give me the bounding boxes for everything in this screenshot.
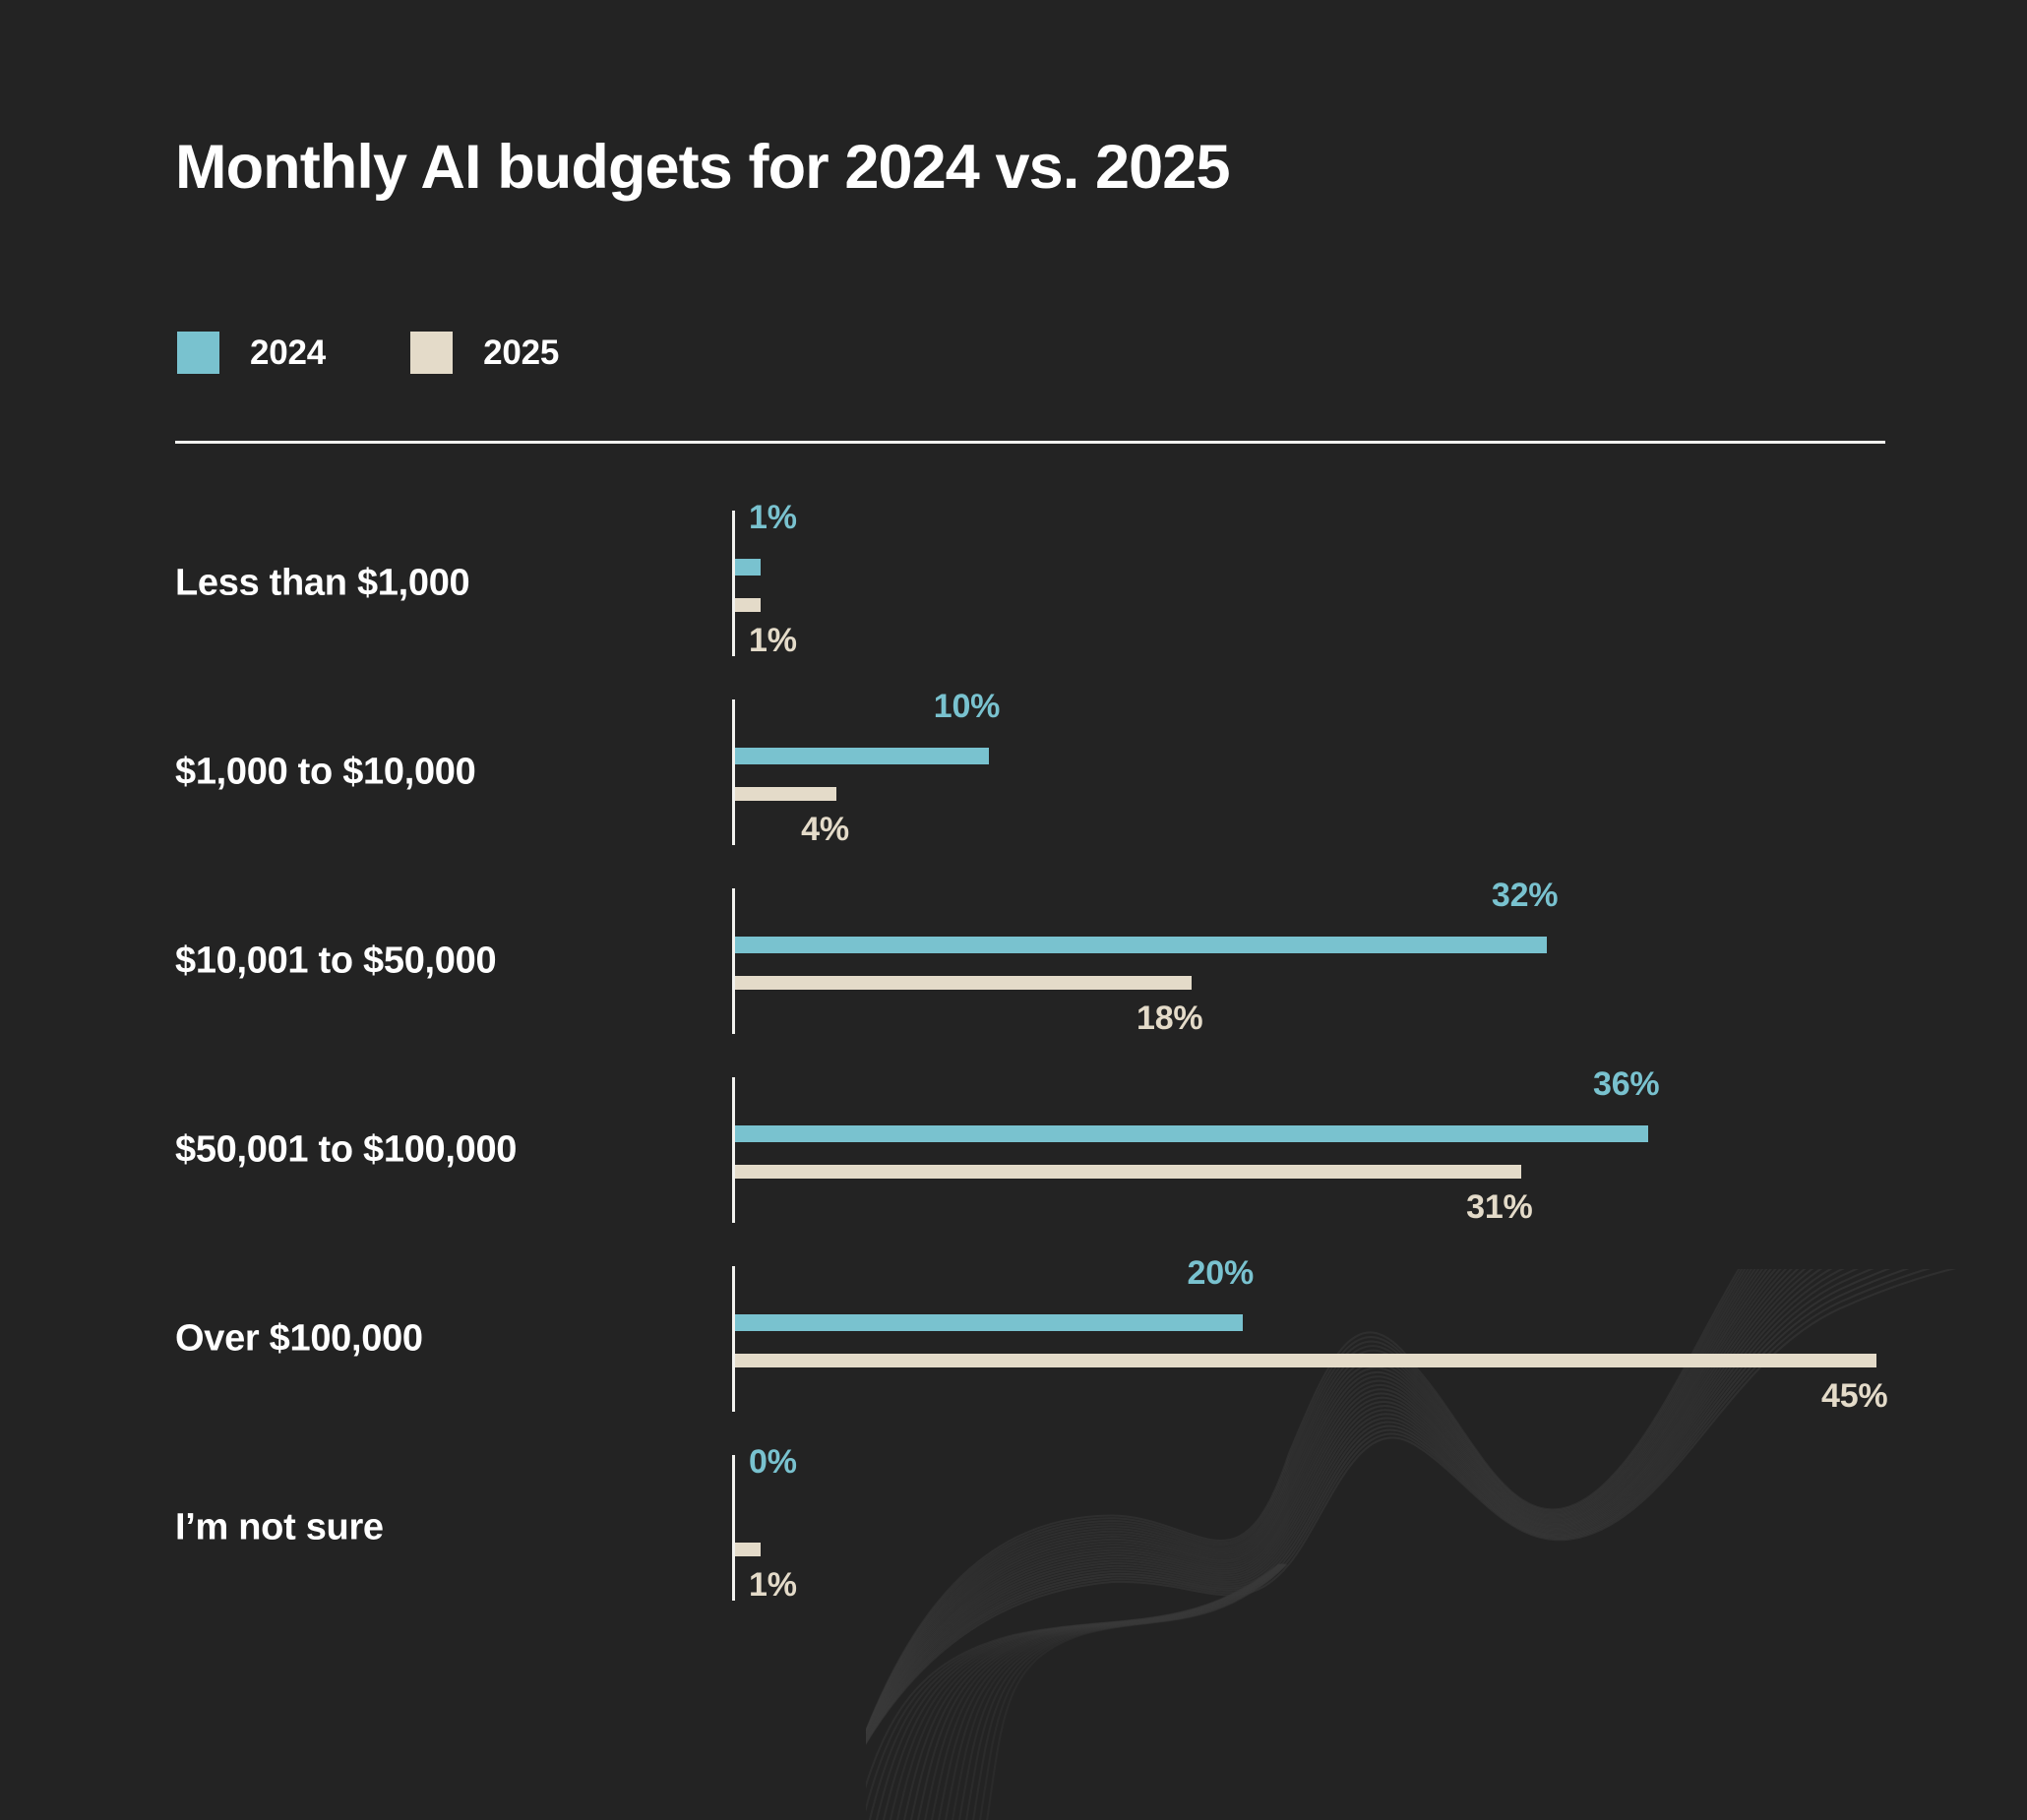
bar-2025[interactable] xyxy=(735,1543,761,1556)
bar-value-label: 1% xyxy=(749,499,797,536)
bar-pair: 1% 1% xyxy=(735,489,2027,678)
bar-group: $1,000 to $10,000 10% 4% xyxy=(0,678,2027,867)
axis-baseline xyxy=(732,1455,735,1601)
legend-label-2025: 2025 xyxy=(483,333,560,372)
bar-group: Over $100,000 20% 45% xyxy=(0,1244,2027,1433)
bar-value-label: 20% xyxy=(1187,1254,1255,1292)
axis-baseline xyxy=(732,888,735,1034)
chart-legend: 2024 2025 xyxy=(177,332,559,374)
bar-value-label: 18% xyxy=(1136,1000,1203,1037)
square-swatch-icon xyxy=(410,332,454,374)
bar-2025[interactable] xyxy=(735,598,761,612)
bar-pair: 32% 18% xyxy=(735,867,2027,1056)
category-label: Less than $1,000 xyxy=(175,562,470,604)
bar-value-label: 1% xyxy=(749,622,797,659)
bar-2025[interactable] xyxy=(735,787,837,801)
page-title: Monthly AI budgets for 2024 vs. 2025 xyxy=(175,133,1230,202)
bar-pair: 0% 1% xyxy=(735,1433,2027,1622)
axis-baseline xyxy=(732,699,735,845)
axis-baseline xyxy=(732,1077,735,1223)
bar-value-label: 10% xyxy=(933,688,1001,725)
bar-2025[interactable] xyxy=(735,976,1192,990)
bar-value-label: 36% xyxy=(1593,1065,1660,1103)
bar-2025[interactable] xyxy=(735,1354,1876,1367)
bar-group: $10,001 to $50,000 32% 18% xyxy=(0,867,2027,1056)
category-label: $1,000 to $10,000 xyxy=(175,751,476,793)
bar-2024[interactable] xyxy=(735,937,1547,953)
bar-2024[interactable] xyxy=(735,1314,1243,1331)
category-label: I’m not sure xyxy=(175,1506,384,1548)
axis-baseline xyxy=(732,1266,735,1412)
bar-value-label: 45% xyxy=(1821,1377,1888,1415)
bar-value-label: 31% xyxy=(1466,1188,1533,1226)
bar-2024[interactable] xyxy=(735,748,989,764)
category-label: $10,001 to $50,000 xyxy=(175,940,497,982)
category-label: Over $100,000 xyxy=(175,1317,423,1360)
bar-value-label: 0% xyxy=(749,1443,797,1481)
bar-group: $50,001 to $100,000 36% 31% xyxy=(0,1056,2027,1244)
legend-label-2024: 2024 xyxy=(250,333,327,372)
bar-2024[interactable] xyxy=(735,559,761,576)
bar-chart-plot: Less than $1,000 1% 1% $1,000 to $10,000 10%… xyxy=(0,489,2027,1622)
legend-item-2024: 2024 xyxy=(177,332,326,374)
square-swatch-icon xyxy=(177,332,219,374)
bar-group: I’m not sure 0% 1% xyxy=(0,1433,2027,1622)
bar-value-label: 4% xyxy=(801,811,849,848)
bar-value-label: 32% xyxy=(1491,877,1559,914)
legend-divider xyxy=(175,441,1885,444)
bar-pair: 10% 4% xyxy=(735,678,2027,867)
legend-item-2025: 2025 xyxy=(410,332,559,374)
bar-value-label: 1% xyxy=(749,1566,797,1604)
bar-2024[interactable] xyxy=(735,1125,1648,1142)
bar-2025[interactable] xyxy=(735,1165,1522,1179)
bar-pair: 36% 31% xyxy=(735,1056,2027,1244)
bar-pair: 20% 45% xyxy=(735,1244,2027,1433)
bar-group: Less than $1,000 1% 1% xyxy=(0,489,2027,678)
category-label: $50,001 to $100,000 xyxy=(175,1128,518,1171)
axis-baseline xyxy=(732,511,735,656)
